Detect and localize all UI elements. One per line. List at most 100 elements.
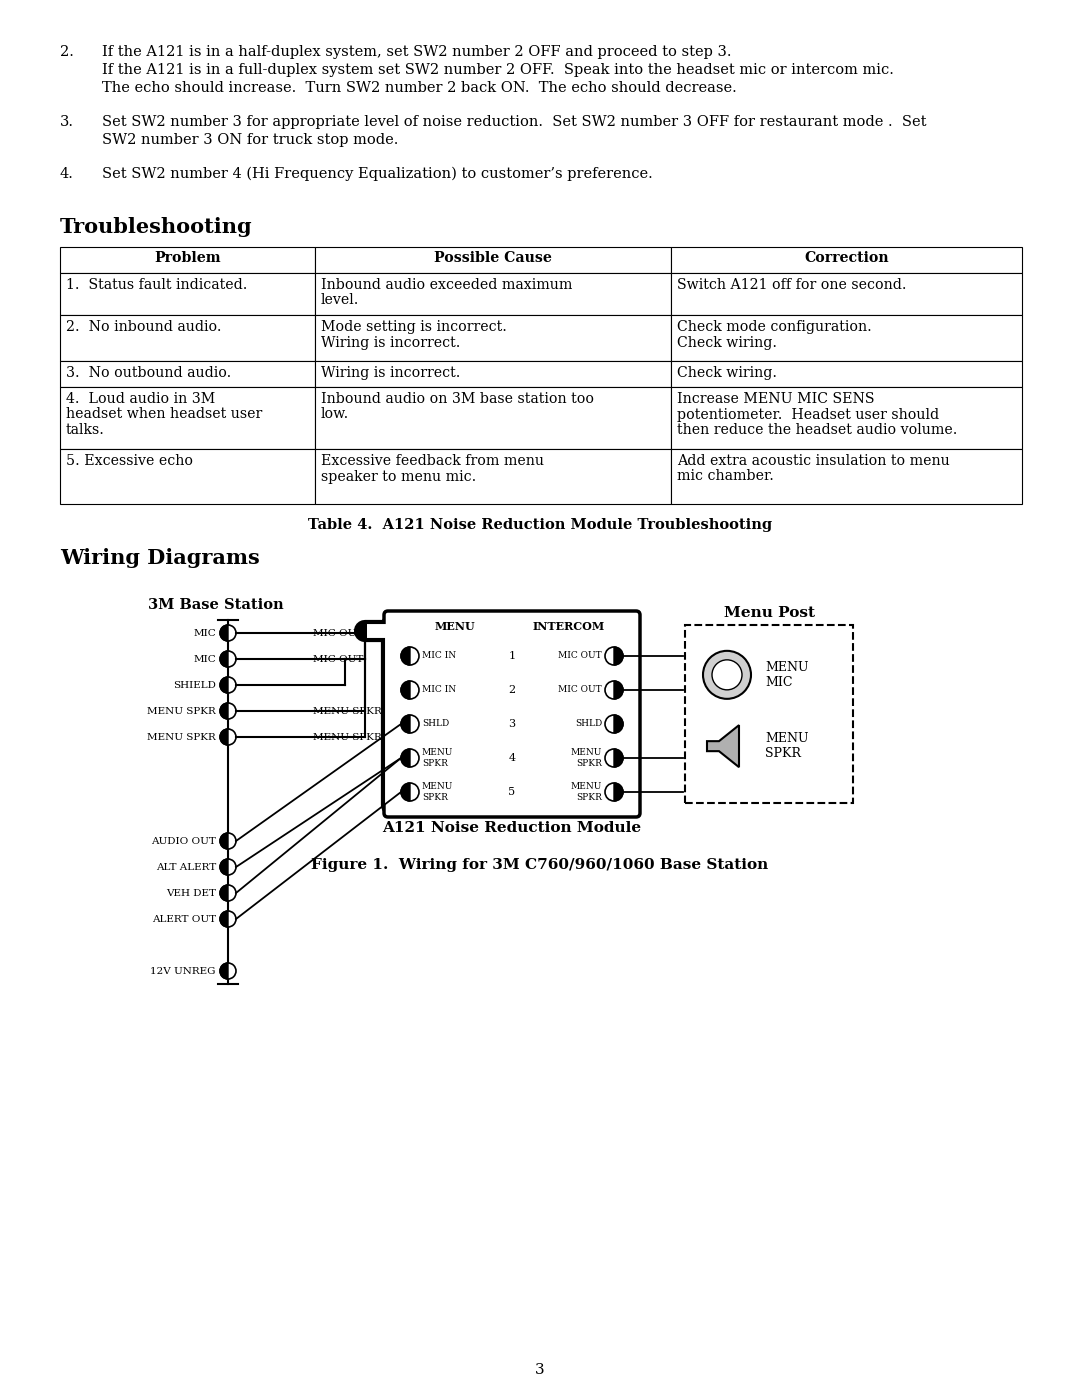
Circle shape xyxy=(220,624,237,641)
Text: MIC: MIC xyxy=(193,629,216,637)
Text: VEH DET: VEH DET xyxy=(166,888,216,897)
Text: 1: 1 xyxy=(509,651,515,661)
Text: 5. Excessive echo: 5. Excessive echo xyxy=(66,454,193,468)
Text: 1.  Status fault indicated.: 1. Status fault indicated. xyxy=(66,278,247,292)
Text: headset when headset user: headset when headset user xyxy=(66,408,262,422)
Bar xyxy=(671,314,1022,360)
Wedge shape xyxy=(401,680,410,698)
Text: SHLD: SHLD xyxy=(575,719,602,728)
Text: ALT ALERT: ALT ALERT xyxy=(156,862,216,872)
Circle shape xyxy=(605,782,623,800)
Circle shape xyxy=(401,647,419,665)
Text: level.: level. xyxy=(321,293,360,307)
Circle shape xyxy=(605,680,623,698)
Wedge shape xyxy=(220,678,228,693)
Circle shape xyxy=(220,703,237,719)
Text: MIC OUT: MIC OUT xyxy=(558,686,602,694)
Text: Wiring is incorrect.: Wiring is incorrect. xyxy=(321,335,460,349)
Wedge shape xyxy=(401,782,410,800)
Text: mic chamber.: mic chamber. xyxy=(677,469,773,483)
Bar xyxy=(315,360,671,387)
Text: Wiring Diagrams: Wiring Diagrams xyxy=(60,548,260,569)
Text: MENU
MIC: MENU MIC xyxy=(765,661,809,689)
Bar xyxy=(671,448,1022,504)
Text: MENU
SPKR: MENU SPKR xyxy=(570,782,602,802)
Text: 3.  No outbound audio.: 3. No outbound audio. xyxy=(66,366,231,380)
Polygon shape xyxy=(707,725,739,767)
Text: If the A121 is in a half-duplex system, set SW2 number 2 OFF and proceed to step: If the A121 is in a half-duplex system, … xyxy=(102,45,731,59)
Wedge shape xyxy=(220,833,228,849)
Circle shape xyxy=(401,749,419,767)
Text: MENU
SPKR: MENU SPKR xyxy=(422,782,454,802)
Text: A121 Noise Reduction Module: A121 Noise Reduction Module xyxy=(382,821,642,835)
Wedge shape xyxy=(220,651,228,666)
Text: MIC OUT: MIC OUT xyxy=(313,629,363,637)
Text: Excessive feedback from menu: Excessive feedback from menu xyxy=(321,454,544,468)
Text: Mode setting is incorrect.: Mode setting is incorrect. xyxy=(321,320,507,334)
Text: 3: 3 xyxy=(509,719,515,729)
Text: Switch A121 off for one second.: Switch A121 off for one second. xyxy=(677,278,906,292)
Wedge shape xyxy=(220,859,228,875)
Circle shape xyxy=(220,859,237,875)
Text: 5: 5 xyxy=(509,787,515,798)
FancyBboxPatch shape xyxy=(384,610,640,817)
Bar xyxy=(671,247,1022,272)
Text: Menu Post: Menu Post xyxy=(724,606,814,620)
Text: Set SW2 number 4 (Hi Frequency Equalization) to customer’s preference.: Set SW2 number 4 (Hi Frequency Equalizat… xyxy=(102,168,652,182)
Text: INTERCOM: INTERCOM xyxy=(532,622,605,631)
Text: MENU SPKR: MENU SPKR xyxy=(147,732,216,742)
Text: Wiring is incorrect.: Wiring is incorrect. xyxy=(321,366,460,380)
Text: ALERT OUT: ALERT OUT xyxy=(152,915,216,923)
Text: talks.: talks. xyxy=(66,423,105,437)
Text: 4.  Loud audio in 3M: 4. Loud audio in 3M xyxy=(66,393,215,407)
Circle shape xyxy=(220,886,237,901)
Bar xyxy=(60,387,315,448)
Wedge shape xyxy=(220,624,228,641)
Circle shape xyxy=(703,651,751,698)
Text: MIC: MIC xyxy=(193,655,216,664)
Text: MENU: MENU xyxy=(434,622,475,631)
Text: Possible Cause: Possible Cause xyxy=(434,251,552,265)
Text: MIC IN: MIC IN xyxy=(422,651,456,661)
Wedge shape xyxy=(220,963,228,979)
Wedge shape xyxy=(401,715,410,733)
Text: MENU SPKR: MENU SPKR xyxy=(313,707,381,715)
Text: Troubleshooting: Troubleshooting xyxy=(60,217,253,237)
Text: 12V UNREG: 12V UNREG xyxy=(150,967,216,975)
Text: MIC OUT: MIC OUT xyxy=(558,651,602,661)
Text: Correction: Correction xyxy=(805,251,889,265)
Text: Figure 1.  Wiring for 3M C760/960/1060 Base Station: Figure 1. Wiring for 3M C760/960/1060 Ba… xyxy=(311,858,769,872)
Circle shape xyxy=(401,680,419,698)
Text: MIC OUT: MIC OUT xyxy=(313,655,363,664)
Wedge shape xyxy=(615,782,623,800)
Text: 2: 2 xyxy=(509,685,515,694)
Circle shape xyxy=(220,651,237,666)
Text: AUDIO OUT: AUDIO OUT xyxy=(151,837,216,845)
Circle shape xyxy=(605,715,623,733)
Text: Check wiring.: Check wiring. xyxy=(677,366,777,380)
Circle shape xyxy=(712,659,742,690)
Text: Inbound audio exceeded maximum: Inbound audio exceeded maximum xyxy=(321,278,572,292)
Text: Check wiring.: Check wiring. xyxy=(677,335,777,349)
Text: speaker to menu mic.: speaker to menu mic. xyxy=(321,469,476,483)
Text: Inbound audio on 3M base station too: Inbound audio on 3M base station too xyxy=(321,393,594,407)
Circle shape xyxy=(401,782,419,800)
Text: 3: 3 xyxy=(536,1363,544,1377)
Text: 4.: 4. xyxy=(60,168,73,182)
Text: The echo should increase.  Turn SW2 number 2 back ON.  The echo should decrease.: The echo should increase. Turn SW2 numbe… xyxy=(102,81,737,95)
Bar xyxy=(685,624,853,803)
Text: MIC IN: MIC IN xyxy=(422,686,456,694)
Bar xyxy=(60,314,315,360)
Text: 2.  No inbound audio.: 2. No inbound audio. xyxy=(66,320,221,334)
Text: 2.: 2. xyxy=(60,45,73,59)
Bar xyxy=(671,360,1022,387)
Wedge shape xyxy=(615,715,623,733)
Circle shape xyxy=(605,647,623,665)
Text: low.: low. xyxy=(321,408,349,422)
Bar xyxy=(60,247,315,272)
Text: 3.: 3. xyxy=(60,115,75,129)
Text: Check mode configuration.: Check mode configuration. xyxy=(677,320,872,334)
Text: SHIELD: SHIELD xyxy=(173,680,216,690)
Text: MENU SPKR: MENU SPKR xyxy=(313,732,381,742)
Bar xyxy=(60,360,315,387)
